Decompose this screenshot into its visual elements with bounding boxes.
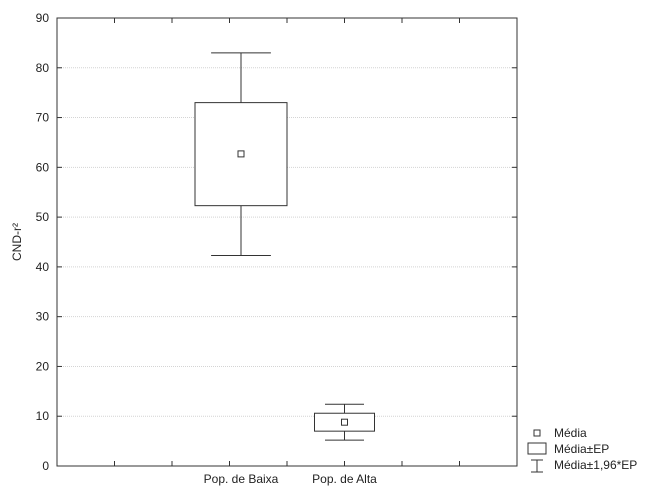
y-axis-label: CND-r² <box>10 223 24 261</box>
legend-label-mean: Média <box>554 426 587 440</box>
x-tick-label: Pop. de Baixa <box>204 472 279 486</box>
x-tick-label: Pop. de Alta <box>312 472 377 486</box>
mean-marker <box>341 418 348 426</box>
box-group <box>314 403 375 441</box>
legend-label-ci: Média±1,96*EP <box>554 458 637 472</box>
plot-frame <box>56 17 518 467</box>
mean-marker <box>237 150 245 158</box>
box-group <box>194 52 288 256</box>
legend: Média Média±EP Média±1,96*EP <box>527 426 637 473</box>
y-tick-label: 70 <box>36 111 50 125</box>
axis-layer: 0 10 20 30 40 50 60 70 80 90 Pop. de Baixa Pop. de … <box>36 11 518 486</box>
y-tick-label: 0 <box>42 459 49 473</box>
legend-se-symbol <box>527 442 547 455</box>
y-tick-label: 60 <box>36 160 50 174</box>
y-tick-label: 10 <box>36 409 50 423</box>
y-tick-label: 90 <box>36 11 50 25</box>
y-tick-label: 50 <box>36 210 50 224</box>
y-tick-label: 30 <box>36 310 50 324</box>
legend-mean-symbol <box>533 429 541 437</box>
box-layer <box>194 52 375 441</box>
y-tick-label: 20 <box>36 359 50 373</box>
legend-label-se: Média±EP <box>554 442 609 456</box>
y-tick-label: 40 <box>36 260 50 274</box>
y-tick-label: 80 <box>36 61 50 75</box>
